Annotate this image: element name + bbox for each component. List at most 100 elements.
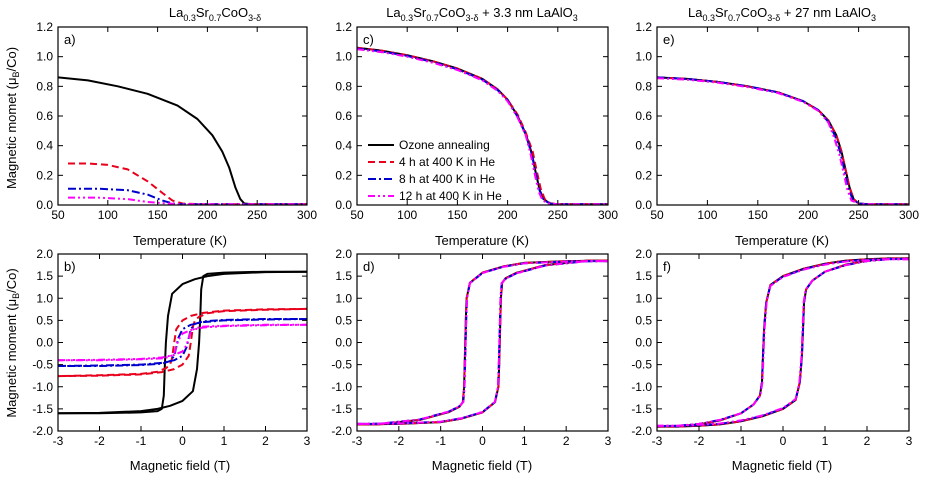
y-tick-label-a-0: 0.0 xyxy=(36,198,53,212)
y-tick-label-a-2: 0.4 xyxy=(36,139,53,153)
panel-label-f: f) xyxy=(663,259,671,274)
y-tick-label-d-3: -0.5 xyxy=(331,358,352,372)
y-tick-label-b-6: 1.0 xyxy=(36,291,53,305)
series-ozone-a-0 xyxy=(58,76,307,205)
y-tick-label-c-4: 0.8 xyxy=(335,79,352,93)
x-axis-label-a: Temperature (K) xyxy=(133,233,227,248)
legend-label-he8: 8 h at 400 K in He xyxy=(399,172,495,186)
series-he8-d-4 xyxy=(357,260,608,425)
x-axis-label-b: Magnetic field (T) xyxy=(130,458,230,473)
x-tick-label-e-3: 200 xyxy=(798,208,818,222)
y-tick-label-b-4: 0.0 xyxy=(36,336,53,350)
series-he4-e-1 xyxy=(657,76,909,205)
y-tick-label-b-2: -1.0 xyxy=(32,380,53,394)
series-he8-f-4 xyxy=(657,257,909,428)
y-tick-label-c-5: 1.0 xyxy=(335,50,352,64)
series-he8-a-2 xyxy=(68,187,307,205)
y-tick-label-e-1: 0.2 xyxy=(635,168,652,182)
series-he12-a-3 xyxy=(68,196,307,205)
y-tick-label-c-6: 1.2 xyxy=(335,20,352,34)
series-he8-c-2 xyxy=(357,47,608,205)
panel-label-c: c) xyxy=(363,32,374,47)
y-tick-label-f-2: -1.0 xyxy=(631,380,652,394)
y-tick-label-c-1: 0.2 xyxy=(335,168,352,182)
y-tick-label-d-8: 2.0 xyxy=(335,247,352,261)
x-tick-label-b-1: -2 xyxy=(94,434,105,448)
x-tick-label-b-0: -3 xyxy=(53,434,64,448)
series-he8-b-4 xyxy=(58,318,307,367)
series-he8-f-5 xyxy=(657,257,909,428)
y-tick-label-b-8: 2.0 xyxy=(36,247,53,261)
x-tick-label-f-6: 3 xyxy=(906,434,913,448)
series-ozone-b-0 xyxy=(58,270,307,415)
series-group-c xyxy=(357,46,608,205)
series-group-f xyxy=(657,257,909,428)
series-ozone-e-0 xyxy=(657,76,909,205)
y-tick-label-a-4: 0.8 xyxy=(36,79,53,93)
series-he12-e-3 xyxy=(657,77,909,205)
x-tick-label-c-0: 50 xyxy=(350,208,364,222)
x-tick-label-b-3: 0 xyxy=(179,434,186,448)
x-tick-label-a-3: 200 xyxy=(197,208,217,222)
x-axis-label-f: Magnetic field (T) xyxy=(732,458,832,473)
x-tick-label-f-5: 2 xyxy=(864,434,871,448)
x-tick-label-e-0: 50 xyxy=(650,208,664,222)
series-he12-f-7 xyxy=(657,258,909,427)
series-he4-f-2 xyxy=(657,257,909,428)
series-he12-b-7 xyxy=(58,323,307,362)
y-tick-label-f-5: 0.5 xyxy=(635,313,652,327)
y-tick-label-f-4: 0.0 xyxy=(635,336,652,350)
series-he12-c-3 xyxy=(357,48,608,205)
y-tick-label-f-8: 2.0 xyxy=(635,247,652,261)
y-tick-label-c-0: 0.0 xyxy=(335,198,352,212)
legend-label-ozone: Ozone annealing xyxy=(399,138,490,152)
x-tick-label-d-6: 3 xyxy=(605,434,612,448)
y-tick-label-d-0: -2.0 xyxy=(331,424,352,438)
y-tick-label-a-6: 1.2 xyxy=(36,20,53,34)
x-tick-label-c-3: 200 xyxy=(498,208,518,222)
series-group-a xyxy=(58,76,307,205)
x-tick-label-f-2: -1 xyxy=(736,434,747,448)
series-group-d xyxy=(357,259,608,426)
y-tick-label-e-5: 1.0 xyxy=(635,50,652,64)
y-tick-label-d-4: 0.0 xyxy=(335,336,352,350)
series-he12-d-6 xyxy=(357,260,608,425)
legend-label-he12: 12 h at 400 K in He xyxy=(399,189,502,203)
frame-b xyxy=(57,253,308,432)
y-tick-label-b-0: -2.0 xyxy=(32,424,53,438)
series-ozone-f-1 xyxy=(657,257,909,428)
x-tick-label-a-1: 100 xyxy=(98,208,118,222)
y-tick-label-b-7: 1.5 xyxy=(36,269,53,283)
y-tick-label-a-5: 1.0 xyxy=(36,50,53,64)
x-tick-label-d-5: 2 xyxy=(563,434,570,448)
y-tick-label-d-2: -1.0 xyxy=(331,380,352,394)
series-ozone-d-0 xyxy=(357,259,608,426)
series-he4-d-2 xyxy=(357,259,608,426)
x-tick-label-e-2: 150 xyxy=(748,208,768,222)
panel-label-b: b) xyxy=(64,259,76,274)
y-tick-label-e-2: 0.4 xyxy=(635,139,652,153)
x-tick-label-d-0: -3 xyxy=(352,434,363,448)
legend: Ozone annealing 4 h at 400 K in He 8 h a… xyxy=(368,138,502,203)
frame-f xyxy=(656,253,910,432)
title-panel-c: La0.3Sr0.7CoO3-δ + 3.3 nm LaAlO3 xyxy=(386,5,578,23)
x-tick-label-d-1: -2 xyxy=(393,434,404,448)
series-he8-d-5 xyxy=(357,260,608,425)
frame-e xyxy=(656,26,910,206)
y-tick-label-d-7: 1.5 xyxy=(335,269,352,283)
y-tick-label-e-4: 0.8 xyxy=(635,79,652,93)
x-axis-label-e: Temperature (K) xyxy=(735,233,829,248)
x-tick-label-c-1: 100 xyxy=(397,208,417,222)
x-tick-label-c-5: 300 xyxy=(598,208,618,222)
series-ozone-d-1 xyxy=(357,259,608,426)
x-tick-label-f-3: 0 xyxy=(780,434,787,448)
y-tick-label-e-6: 1.2 xyxy=(635,20,652,34)
y-tick-label-d-1: -1.5 xyxy=(331,402,352,416)
y-tick-label-c-2: 0.4 xyxy=(335,139,352,153)
series-he4-f-3 xyxy=(657,257,909,428)
series-he4-b-3 xyxy=(58,307,307,378)
y-tick-label-e-0: 0.0 xyxy=(635,198,652,212)
y-tick-label-f-0: -2.0 xyxy=(631,424,652,438)
panel-label-e: e) xyxy=(663,32,675,47)
x-tick-label-f-1: -2 xyxy=(694,434,705,448)
